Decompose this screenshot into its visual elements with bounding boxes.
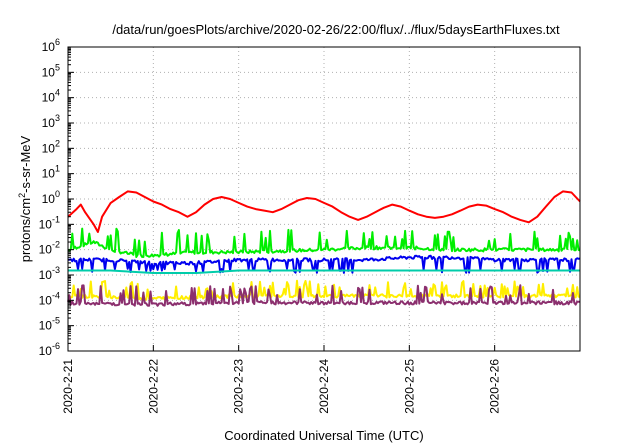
series-line (68, 269, 580, 274)
y-tick-label: 10-4 (39, 290, 60, 307)
x-tick-label: 2020-2-22 (146, 359, 160, 414)
x-axis-label: Coordinated Universal Time (UTC) (224, 428, 423, 443)
series-line (67, 284, 580, 307)
y-tick-label: 102 (42, 138, 60, 155)
x-tick-label: 2020-2-24 (317, 359, 331, 414)
y-tick-label: 10-3 (39, 265, 60, 282)
x-tick-label: 2020-2-26 (488, 359, 502, 414)
y-tick-label: 10-6 (39, 341, 60, 358)
series-line (67, 227, 581, 258)
series-line (67, 254, 581, 274)
x-tick-label: 2020-2-21 (61, 359, 75, 414)
x-axis: 2020-2-21 2020-2-22 2020-2-23 2020-2-24 2020… (61, 345, 502, 414)
y-tick-label: 10-2 (39, 240, 60, 257)
y-tick-label: 106 (42, 37, 60, 54)
chart-title: /data/run/goesPlots/archive/2020-02-26/2… (112, 22, 560, 37)
y-axis: 10-6 10-5 10-4 10-3 10-2 10-1 100 101 102 103 104 1… (39, 37, 74, 358)
y-tick-label: 104 (42, 88, 60, 105)
series-layer (67, 190, 581, 307)
y-tick-label: 103 (42, 113, 60, 130)
y-tick-label: 10-5 (39, 316, 60, 333)
x-tick-label: 2020-2-23 (232, 359, 246, 414)
y-axis-label: protons/cm2-s-sr-MeV (17, 135, 33, 262)
series-line (67, 190, 581, 233)
y-tick-label: 100 (42, 189, 60, 206)
y-tick-label: 10-1 (39, 214, 60, 231)
y-tick-label: 101 (42, 164, 60, 181)
y-tick-label: 105 (42, 62, 60, 79)
series-line (67, 279, 581, 301)
x-tick-label: 2020-2-25 (402, 359, 416, 414)
